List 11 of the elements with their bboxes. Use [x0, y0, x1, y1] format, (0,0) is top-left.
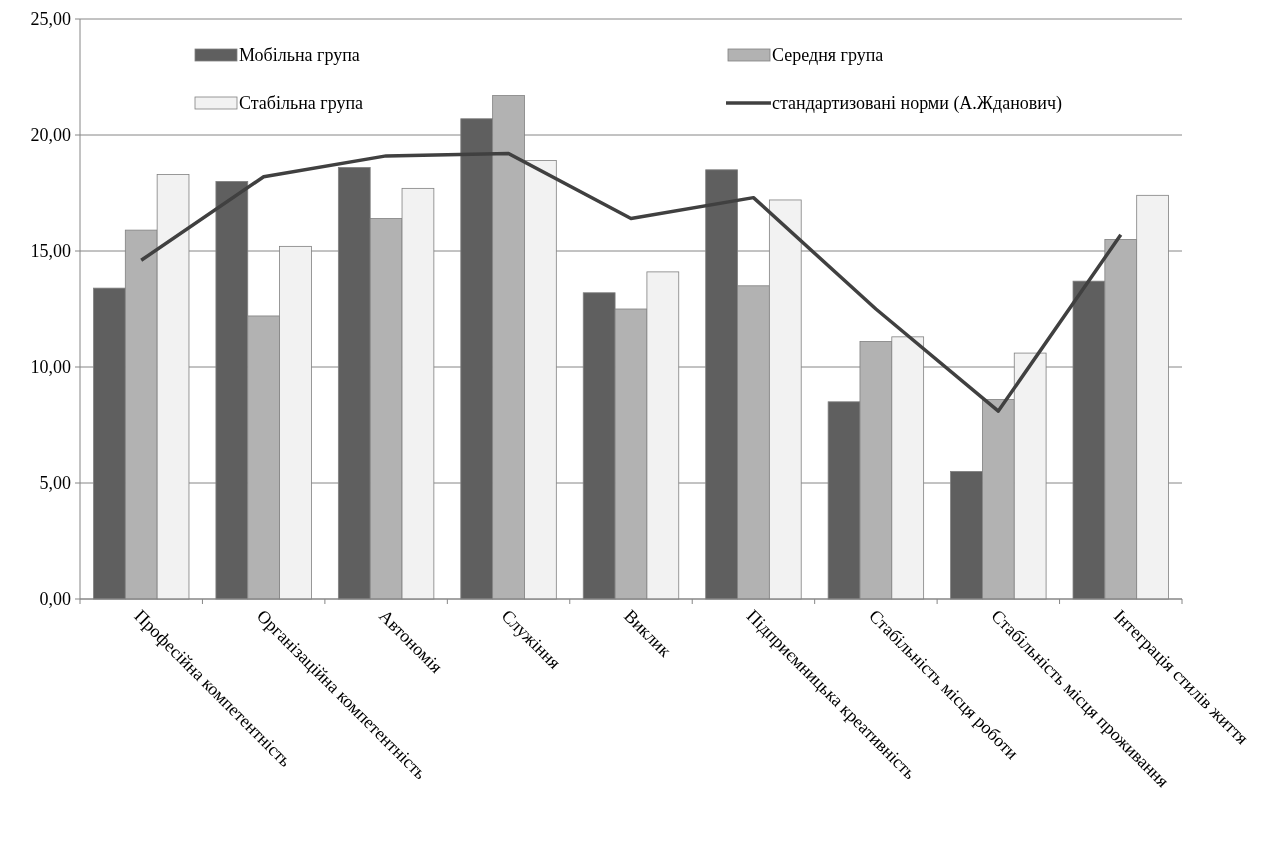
legend-label: Стабільна група	[239, 93, 364, 114]
legend-label: Середня група	[772, 45, 884, 66]
y-tick-label: 15,00	[30, 241, 71, 262]
y-tick-label: 5,00	[39, 473, 71, 494]
y-tick-label: 0,00	[39, 589, 71, 610]
legend-label: стандартизовані норми (А.Жданович)	[772, 93, 1062, 115]
legend-label: Мобільна група	[239, 45, 360, 66]
y-tick-label: 10,00	[30, 357, 71, 378]
y-tick-label: 25,00	[30, 9, 71, 30]
line-series	[139, 151, 1123, 413]
y-tick-label: 20,00	[30, 125, 71, 146]
